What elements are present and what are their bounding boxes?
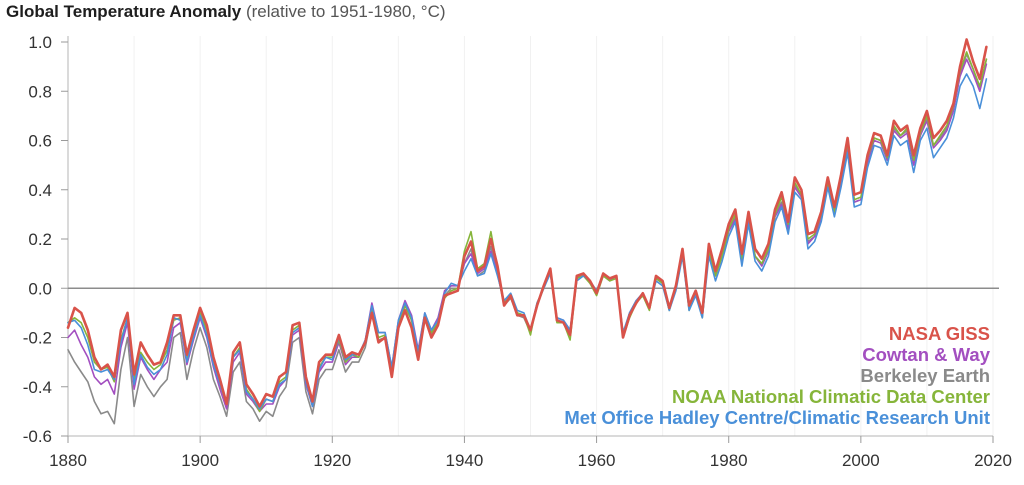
chart-subtitle: (relative to 1951-1980, °C) — [245, 2, 446, 21]
legend: NASA GISS Cowtan & Way Berkeley Earth NO… — [564, 323, 990, 428]
x-tick-label: 1920 — [313, 451, 351, 470]
x-tick-label: 1880 — [49, 451, 87, 470]
x-tick-label: 1980 — [710, 451, 748, 470]
y-tick-label: -0.4 — [23, 378, 52, 397]
x-tick-label: 2020 — [974, 451, 1012, 470]
y-tick-label: -0.2 — [23, 329, 52, 348]
grid-lines — [67, 36, 994, 436]
legend-item-berkeley-earth: Berkeley Earth — [860, 365, 990, 386]
y-tick-label: 0.2 — [28, 230, 52, 249]
y-tick-label: 0.6 — [28, 132, 52, 151]
y-tick-label: 0.0 — [28, 279, 52, 298]
series-lines — [66, 38, 988, 425]
chart-title: Global Temperature Anomaly — [6, 2, 242, 21]
y-tick-label: 0.8 — [28, 82, 52, 101]
y-tick-label: 1.0 — [28, 33, 52, 52]
axes: -0.6 -0.4 -0.2 0.0 0.2 0.4 0.6 0.8 1.0 1880 1900 19… — [23, 33, 1012, 470]
x-tick-label: 1900 — [181, 451, 219, 470]
legend-item-nasa-giss: NASA GISS — [888, 323, 990, 344]
y-tick-label: 0.4 — [28, 181, 52, 200]
legend-item-noaa: NOAA National Climatic Data Center — [672, 386, 990, 407]
chart-title-block: Global Temperature Anomaly (relative to … — [6, 2, 446, 22]
x-tick-label: 1940 — [446, 451, 484, 470]
legend-item-met-office: Met Office Hadley Centre/Climatic Resear… — [564, 407, 990, 428]
y-tick-label: -0.6 — [23, 427, 52, 446]
x-tick-label: 1960 — [578, 451, 616, 470]
legend-item-cowtan-way: Cowtan & Way — [862, 344, 990, 365]
series-line-nasa-giss — [66, 38, 988, 408]
x-tick-label: 2000 — [842, 451, 880, 470]
